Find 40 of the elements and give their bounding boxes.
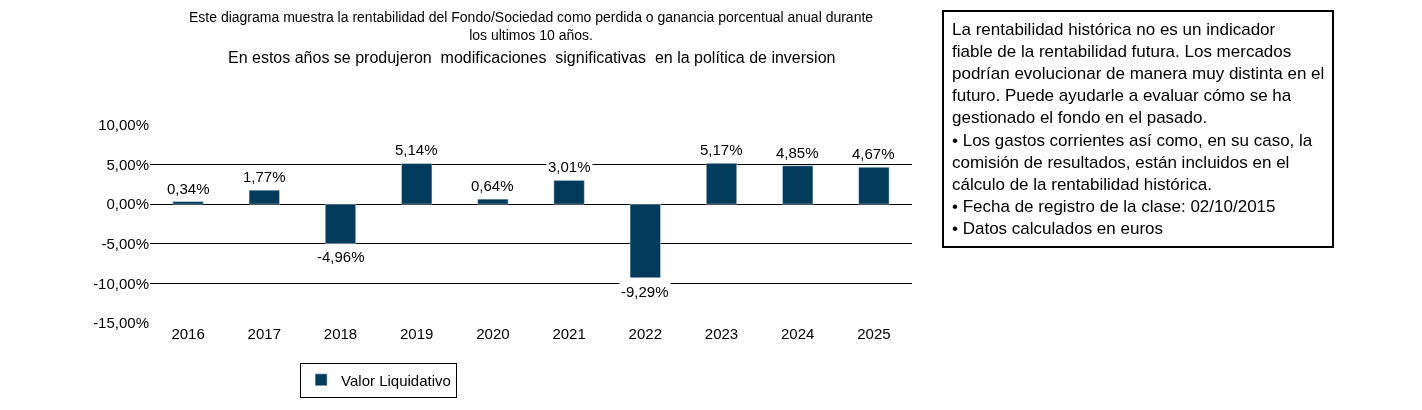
x-tick-label: 2024 (781, 325, 815, 342)
y-tick-label: 5,00% (106, 155, 149, 173)
bar (477, 198, 509, 205)
bar (172, 201, 204, 205)
x-tick-label: 2016 (171, 325, 205, 342)
x-tick-label: 2021 (552, 325, 586, 342)
data-label: 1,77% (243, 168, 286, 185)
data-label: 0,34% (167, 180, 210, 197)
bar (248, 189, 280, 205)
x-tick-label: 2023 (704, 325, 739, 342)
data-label: 4,67% (852, 145, 895, 162)
data-label: 5,17% (700, 141, 743, 158)
data-label: -4,96% (317, 248, 365, 265)
data-label: 5,14% (395, 141, 438, 158)
legend-label: Valor Liquidativo (341, 371, 451, 389)
text: La rentabilidad histórica no es un indicador fiable de la rentabilidad futura. Los mercados podrían evolucionar de manera muy distinta en el futuro. Puede ayudarle a evaluar cómo se ha gestionado el fondo en el pasado. • Los gastos corrientes así como, en su caso, la comisión de resultados, están incluidos en el cálculo de la rentabilidad histórica. • Fecha de registro de la clase: 02/10/2015 • Datos calculados en euros (952, 20, 1325, 238)
x-tick-label: 2022 (628, 325, 662, 342)
bar (325, 203, 356, 244)
y-tick-label: 10,00% (98, 116, 149, 134)
bar (858, 166, 890, 205)
x-tick-label: 2025 (857, 325, 891, 342)
chart-title: Este diagrama muestra la rentabilidad del Fondo/Sociedad como perdida o ganancia porcentual anual durante los ultimos 10 años. (189, 9, 874, 44)
y-tick-label: -15,00% (93, 314, 149, 332)
data-label: 4,85% (776, 144, 819, 161)
data-label: -9,29% (621, 283, 669, 300)
x-tick-label: 2020 (476, 325, 510, 342)
bar (553, 180, 585, 205)
chart-subtitle: En estos años se produjeron modificaciones significativas en la política de inversion (228, 49, 836, 66)
data-label: 0,64% (471, 177, 514, 194)
y-tick-label: -10,00% (93, 274, 149, 292)
x-tick-label: 2019 (400, 325, 434, 342)
x-tick-label: 2018 (323, 325, 358, 342)
x-tick-label: 2017 (247, 325, 281, 342)
y-tick-label: -5,00% (101, 235, 149, 253)
bar (782, 165, 814, 205)
bar (629, 203, 661, 279)
data-label: 3,01% (548, 158, 591, 175)
bar (401, 163, 433, 205)
y-tick-label: 0,00% (106, 195, 149, 213)
bar (706, 163, 737, 205)
